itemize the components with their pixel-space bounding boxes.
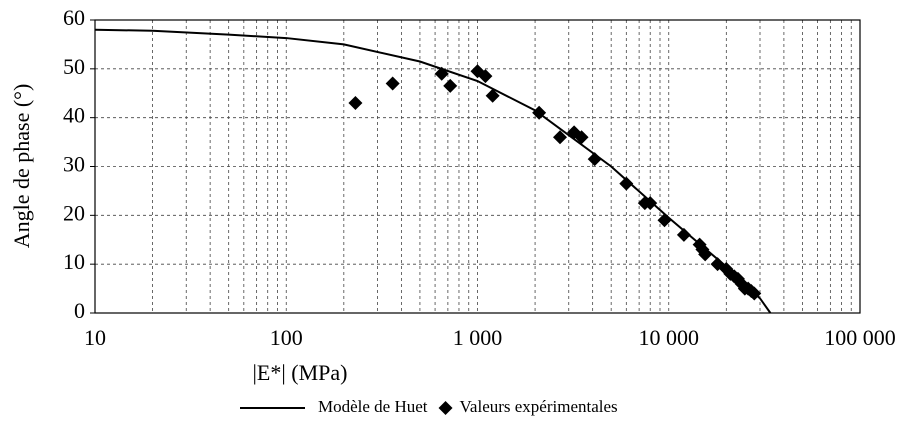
x-tick-label: 1 000	[453, 325, 503, 350]
legend-label: Modèle de Huet	[318, 397, 428, 416]
y-tick-label: 20	[63, 200, 85, 225]
data-point	[348, 96, 363, 111]
data-point	[485, 88, 500, 103]
data-point	[532, 105, 547, 120]
y-axis-label: Angle de phase (°)	[9, 84, 34, 249]
x-tick-label: 100	[270, 325, 303, 350]
x-tick-label: 100 000	[824, 325, 896, 350]
data-point	[587, 152, 602, 167]
data-point	[657, 213, 672, 228]
data-point	[619, 176, 634, 191]
x-tick-label: 10 000	[639, 325, 700, 350]
y-tick-label: 60	[63, 5, 85, 30]
data-point	[434, 66, 449, 81]
data-point	[643, 196, 658, 211]
legend-label: Valeurs expérimentales	[460, 397, 618, 416]
data-point	[747, 286, 762, 301]
data-point	[443, 78, 458, 93]
legend-marker	[438, 401, 453, 415]
plot-frame	[94, 19, 861, 314]
y-tick-label: 10	[63, 249, 85, 274]
data-point	[385, 76, 400, 91]
data-point	[698, 247, 713, 262]
x-tick-label: 10	[84, 325, 106, 350]
y-tick-label: 30	[63, 152, 85, 177]
x-axis-label: |E*| (MPa)	[253, 360, 348, 385]
y-tick-label: 50	[63, 54, 85, 79]
data-point	[478, 69, 493, 84]
y-tick-label: 0	[74, 298, 85, 323]
data-point	[574, 130, 589, 145]
data-point	[676, 227, 691, 242]
y-tick-label: 40	[63, 103, 85, 128]
data-point	[552, 130, 567, 145]
